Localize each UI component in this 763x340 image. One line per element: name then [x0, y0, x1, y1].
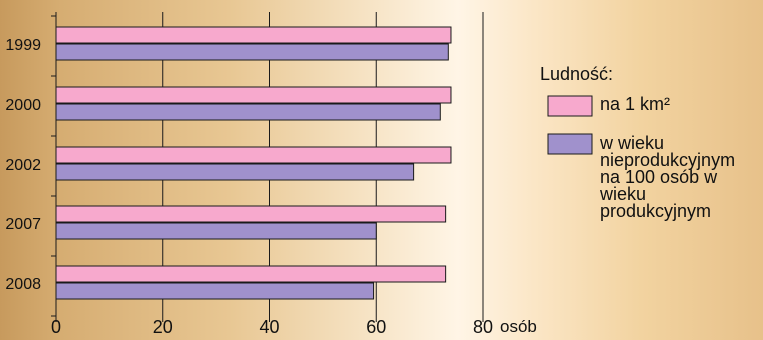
- legend-label-density-text: na 1 km²: [600, 96, 671, 114]
- x-axis-unit: osób: [500, 317, 537, 335]
- y-tick-label: 1999: [5, 37, 41, 54]
- bar-dependency-ratio: [55, 282, 375, 300]
- bar-dependency-ratio: [55, 222, 377, 240]
- legend-label-density: na 1 km²: [600, 96, 671, 114]
- bar-density: [55, 86, 452, 104]
- bar-density: [55, 205, 447, 223]
- x-tick-label: 20: [153, 317, 173, 335]
- bar-dependency-ratio: [55, 163, 415, 181]
- bar-density: [55, 146, 452, 164]
- y-tick-label: 2000: [5, 97, 41, 114]
- bar-dependency-ratio: [55, 43, 449, 61]
- y-tick-label: 2007: [5, 216, 41, 233]
- bar-dependency-ratio: [55, 103, 441, 121]
- x-tick-label: 80: [473, 317, 493, 335]
- x-tick-label: 40: [259, 317, 279, 335]
- bar-density: [55, 26, 452, 44]
- legend-swatch: [547, 95, 593, 117]
- legend-label-dependency-ratio: w wieku nieprodukcyjnym na 100 osób w wi…: [600, 135, 736, 221]
- bar-density: [55, 265, 447, 283]
- legend-title: Ludność:: [540, 64, 613, 84]
- x-tick-label: 60: [366, 317, 386, 335]
- legend-label-dependency-ratio-text: w wieku nieprodukcyjnym na 100 osób w wi…: [600, 135, 736, 221]
- legend-swatch: [547, 133, 593, 155]
- y-tick-label: 2002: [5, 157, 41, 174]
- x-tick-label: 0: [51, 317, 61, 335]
- y-tick-label: 2008: [5, 276, 41, 293]
